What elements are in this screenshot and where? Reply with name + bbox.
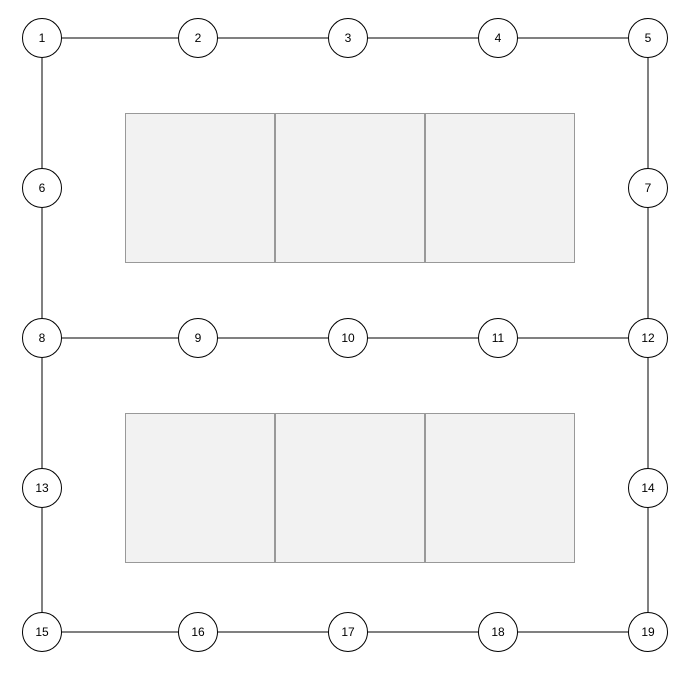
block-cell [125, 113, 275, 263]
block-cell [425, 413, 575, 563]
node-label: 17 [341, 625, 354, 639]
node-14: 14 [628, 468, 668, 508]
block-cell [425, 113, 575, 263]
block-cell [275, 113, 425, 263]
node-label: 16 [191, 625, 204, 639]
block-cell [125, 413, 275, 563]
node-10: 10 [328, 318, 368, 358]
node-18: 18 [478, 612, 518, 652]
node-12: 12 [628, 318, 668, 358]
node-9: 9 [178, 318, 218, 358]
node-11: 11 [478, 318, 518, 358]
node-19: 19 [628, 612, 668, 652]
node-label: 7 [645, 181, 652, 195]
node-16: 16 [178, 612, 218, 652]
node-label: 11 [492, 331, 504, 345]
node-label: 4 [495, 31, 502, 45]
node-13: 13 [22, 468, 62, 508]
node-label: 8 [39, 331, 46, 345]
node-6: 6 [22, 168, 62, 208]
node-label: 3 [345, 31, 352, 45]
node-3: 3 [328, 18, 368, 58]
node-label: 6 [39, 181, 46, 195]
block-cell [275, 413, 425, 563]
node-1: 1 [22, 18, 62, 58]
node-label: 19 [641, 625, 654, 639]
node-5: 5 [628, 18, 668, 58]
node-label: 18 [491, 625, 504, 639]
node-label: 1 [39, 31, 46, 45]
node-15: 15 [22, 612, 62, 652]
node-17: 17 [328, 612, 368, 652]
node-2: 2 [178, 18, 218, 58]
node-7: 7 [628, 168, 668, 208]
node-8: 8 [22, 318, 62, 358]
node-label: 9 [195, 331, 202, 345]
node-label: 12 [641, 331, 654, 345]
node-label: 15 [35, 625, 48, 639]
node-4: 4 [478, 18, 518, 58]
node-label: 13 [35, 481, 48, 495]
node-label: 14 [641, 481, 654, 495]
node-label: 2 [195, 31, 202, 45]
diagram-stage: 12345678910111213141516171819 [0, 0, 686, 676]
node-label: 10 [341, 331, 354, 345]
node-label: 5 [645, 31, 652, 45]
